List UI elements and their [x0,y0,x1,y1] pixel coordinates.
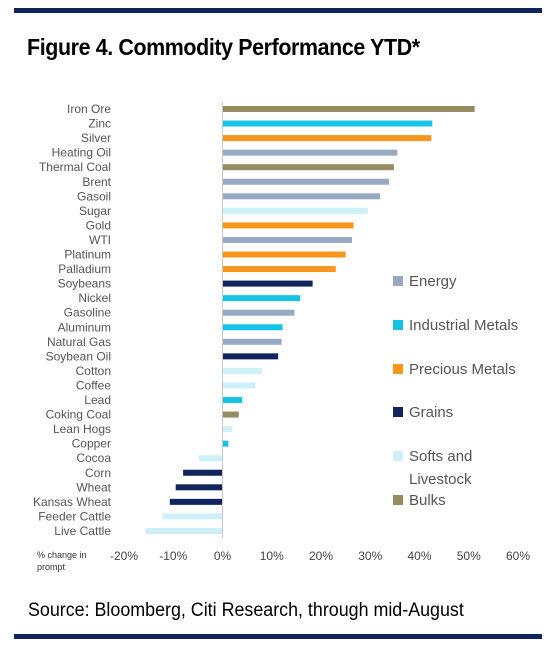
figure-title: Figure 4. Commodity Performance YTD* [27,34,420,60]
legend-label-precious-metals: Precious Metals [409,361,516,378]
category-label-corn: Corn [85,466,111,480]
category-label-wheat: Wheat [76,480,111,494]
bar-natural-gas [222,338,282,345]
legend-label-industrial-metals: Industrial Metals [409,317,518,334]
x-tick-label: 30% [358,549,382,563]
bar-wheat [175,484,223,491]
bar-zinc [222,120,433,127]
category-label-live-cattle: Live Cattle [54,524,111,538]
bar-corn [183,469,223,476]
category-label-natural-gas: Natural Gas [47,335,111,349]
legend-swatch-bulks [393,495,403,505]
legend-swatch-precious-metals [393,364,403,374]
bar-aluminum [222,324,283,331]
bar-nickel [222,295,301,302]
category-label-lean-hogs: Lean Hogs [53,422,111,436]
x-tick-label: 60% [506,549,530,563]
category-label-brent: Brent [82,175,111,189]
bar-silver [222,135,432,142]
category-label-kansas-wheat: Kansas Wheat [33,495,112,509]
source-note: Source: Bloomberg, Citi Research, throug… [28,600,464,621]
bar-lean-hogs [222,426,233,433]
legend-label-bulks: Bulks [409,492,446,509]
category-label-coking-coal: Coking Coal [46,408,111,422]
x-tick-label: 50% [457,549,481,563]
legend-swatch-grains [393,407,403,417]
category-label-thermal-coal: Thermal Coal [39,160,111,174]
bar-cotton [222,367,262,374]
x-tick-label: -20% [110,549,138,563]
legend-label-softs-and-livestock: Softs and [409,448,472,465]
category-label-sugar: Sugar [79,204,111,218]
category-label-heating-oil: Heating Oil [52,146,111,160]
bar-feeder-cattle [162,513,223,520]
category-label-zinc: Zinc [88,117,111,131]
bar-sugar [222,207,368,214]
x-axis-ticks: -20% -10% 0% 10% 20% 30% 40% 50% 60% [110,549,530,563]
bar-brent [222,178,389,185]
legend-label-energy: Energy [409,273,457,290]
category-label-silver: Silver [81,131,111,145]
category-label-iron-ore: Iron Ore [67,102,111,116]
x-tick-label: 10% [260,549,284,563]
bottom-rule [14,634,542,639]
category-label-gold: Gold [86,218,111,232]
bar-copper [222,440,229,447]
bar-gold [222,222,354,229]
category-label-coffee: Coffee [76,378,111,392]
bar-gasoline [222,309,295,316]
top-rule [14,8,542,13]
x-tick-label: 20% [309,549,333,563]
category-label-aluminum: Aluminum [58,320,111,334]
legend-swatch-softs-and-livestock [393,451,403,461]
category-label-cotton: Cotton [76,364,111,378]
legend: Energy Industrial Metals Precious Metals Gr… [393,273,518,509]
x-axis-label-line-2: prompt [37,562,66,572]
category-label-palladium: Palladium [58,262,111,276]
bar-coking-coal [222,411,239,418]
legend-label-softs-and-livestock: Livestock [409,471,472,488]
bar-palladium [222,266,336,273]
category-label-gasoline: Gasoline [64,306,112,320]
bar-live-cattle [145,527,223,534]
category-label-gasoil: Gasoil [77,189,111,203]
legend-swatch-industrial-metals [393,320,403,330]
category-label-nickel: Nickel [78,291,111,305]
bar-soybeans [222,280,313,287]
category-label-platinum: Platinum [64,248,111,262]
bar-soybean-oil [222,353,279,360]
category-label-feeder-cattle: Feeder Cattle [38,509,111,523]
bar-heating-oil [222,149,398,156]
bar-kansas-wheat [169,498,223,505]
x-tick-label: 0% [214,549,232,563]
category-label-wti: WTI [89,233,111,247]
bars-layer [145,106,475,534]
category-label-copper: Copper [72,437,111,451]
bar-lead [222,397,243,403]
bar-platinum [222,251,346,258]
x-tick-label: -10% [159,549,187,563]
x-tick-label: 40% [407,549,431,563]
category-label-cocoa: Cocoa [76,451,111,465]
legend-swatch-energy [393,276,403,286]
bar-thermal-coal [222,164,394,171]
bar-iron-ore [222,106,475,112]
bar-cocoa [198,455,223,462]
x-axis-label-line-1: % change in [37,550,87,560]
bar-wti [222,236,353,243]
bar-gasoil [222,193,381,200]
bar-coffee [222,382,256,389]
category-label-soybean-oil: Soybean Oil [46,349,111,363]
category-label-soybeans: Soybeans [58,277,111,291]
legend-label-grains: Grains [409,404,453,421]
category-label-lead: Lead [84,393,111,407]
